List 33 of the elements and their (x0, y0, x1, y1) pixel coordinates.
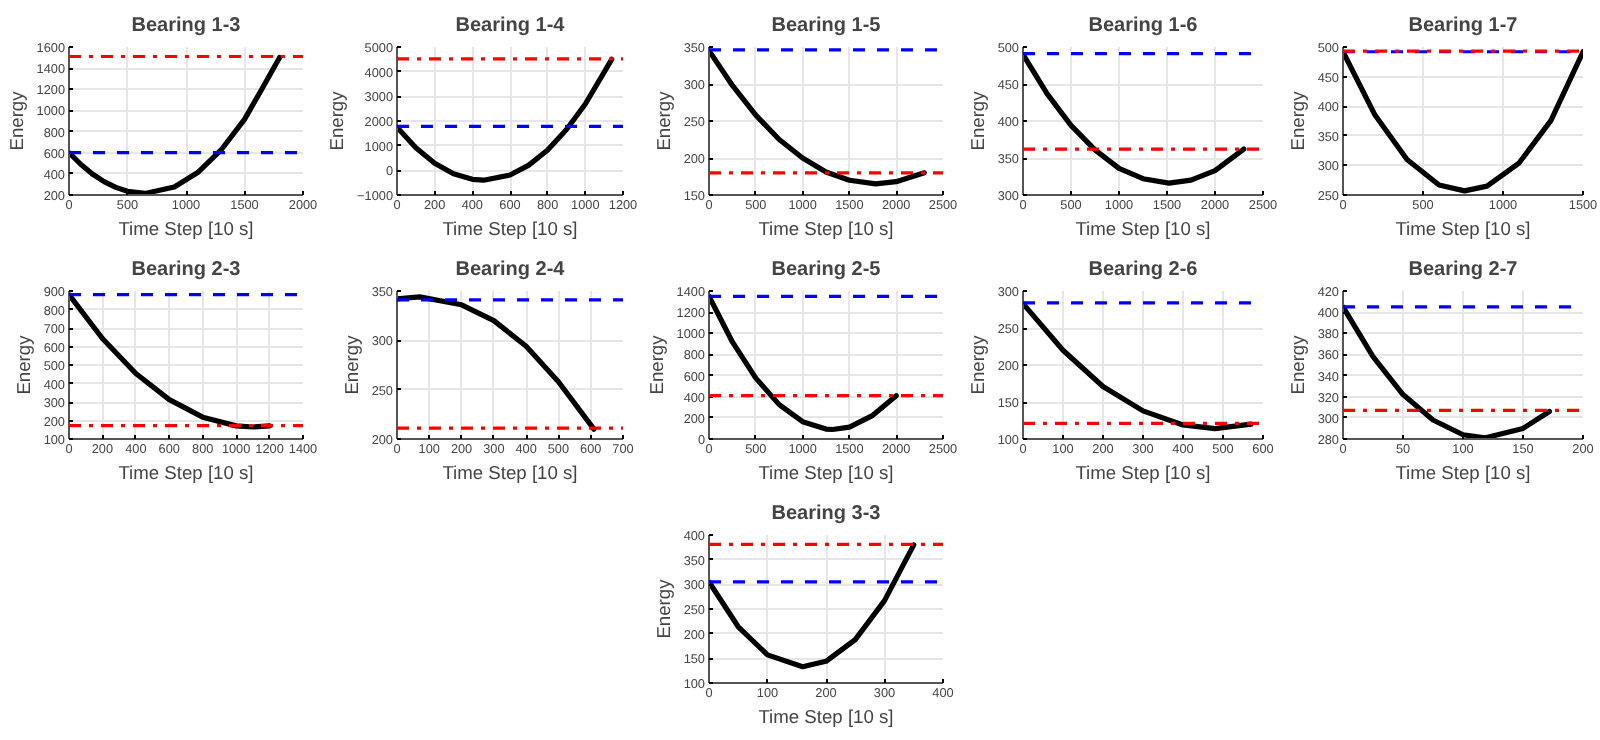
x-axis-title: Time Step [10 s] (758, 463, 894, 483)
y-axis-title: Energy (646, 334, 667, 395)
chart-title: Bearing 2-3 (131, 259, 242, 281)
chart-title: Bearing 3-3 (771, 503, 882, 525)
y-axis-title: Energy (1287, 90, 1308, 151)
chart-title: Bearing 1-7 (1408, 15, 1519, 37)
x-axis-title: Time Step [10 s] (118, 219, 254, 239)
y-axis-title: Energy (13, 334, 34, 395)
chart-title: Bearing 2-5 (771, 259, 882, 281)
y-axis-title: Energy (967, 90, 988, 151)
chart-title: Bearing 1-6 (1088, 15, 1199, 37)
x-axis-title: Time Step [10 s] (442, 463, 578, 483)
x-axis-title: Time Step [10 s] (758, 707, 894, 727)
chart-title: Bearing 2-4 (455, 259, 566, 281)
y-axis-title: Energy (967, 334, 988, 395)
chart-title: Bearing 2-6 (1088, 259, 1199, 281)
chart-title: Bearing 2-7 (1408, 259, 1519, 281)
y-axis-title: Energy (1287, 334, 1308, 395)
y-axis-title: Energy (6, 90, 27, 151)
y-axis-title: Energy (341, 334, 362, 395)
chart-title: Bearing 1-3 (131, 15, 242, 37)
chart-title: Bearing 1-5 (771, 15, 882, 37)
x-axis-title: Time Step [10 s] (442, 219, 578, 239)
x-axis-title: Time Step [10 s] (1075, 219, 1211, 239)
y-axis-title: Energy (653, 578, 674, 639)
y-axis-title: Energy (653, 90, 674, 151)
y-axis-title: Energy (327, 90, 348, 151)
chart-title: Bearing 1-4 (455, 15, 566, 37)
x-axis-title: Time Step [10 s] (758, 219, 894, 239)
x-axis-title: Time Step [10 s] (1395, 463, 1531, 483)
x-axis-title: Time Step [10 s] (1395, 219, 1531, 239)
x-axis-title: Time Step [10 s] (118, 463, 254, 483)
x-axis-title: Time Step [10 s] (1075, 463, 1211, 483)
